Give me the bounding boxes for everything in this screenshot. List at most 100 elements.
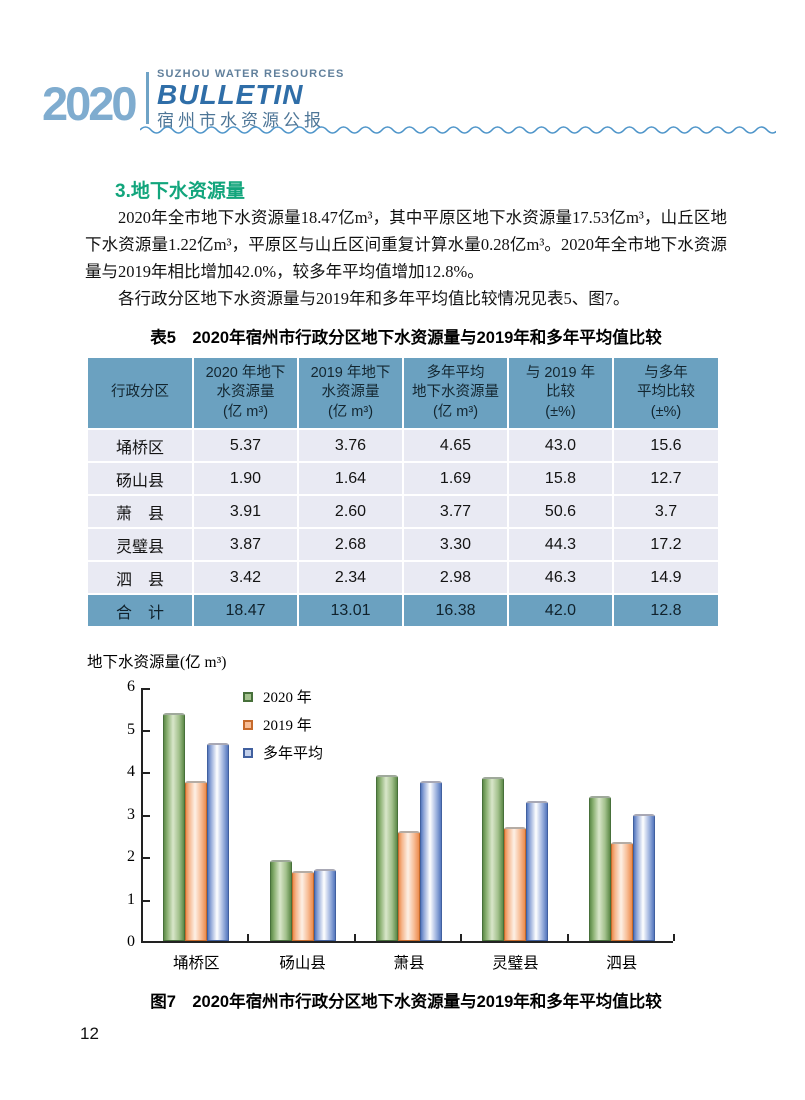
table-row: 埇桥区 5.37 3.76 4.65 43.0 15.6	[88, 428, 718, 463]
section-heading: 3.地下水资源量	[115, 181, 245, 202]
table-cell: 15.8	[507, 461, 614, 496]
bar-group	[249, 688, 355, 941]
page-number: 12	[80, 1024, 99, 1043]
total-cell: 12.8	[612, 593, 718, 628]
column-header: 多年平均 地下水资源量 (亿 m³)	[402, 356, 509, 430]
chart-bar	[504, 827, 527, 941]
y-tick-mark	[143, 688, 150, 690]
table-header: 行政分区 2020 年地下 水资源量 (亿 m³) 2019 年地下 水资源量 (亿…	[88, 356, 718, 430]
table-row: 萧 县 3.91 2.60 3.77 50.6 3.7	[88, 494, 718, 529]
y-tick-mark	[143, 899, 150, 902]
y-tick-label: 5	[127, 720, 135, 738]
total-cell: 13.01	[297, 593, 404, 628]
table-cell: 1.69	[402, 461, 509, 496]
y-tick-mark	[143, 857, 150, 859]
y-tick-label: 3	[127, 805, 135, 823]
chart-bar	[588, 795, 611, 941]
table-cell: 2.68	[297, 527, 404, 562]
table-cell: 3.7	[612, 494, 718, 529]
chart-bar	[375, 774, 398, 941]
x-category-label: 泗县	[606, 955, 638, 972]
legend-item: 2020 年	[243, 686, 323, 707]
chart-legend: 2020 年 2019 年多年平均	[243, 686, 323, 770]
table-row: 泗 县 3.42 2.34 2.98 46.3 14.9	[88, 560, 718, 595]
body-paragraph-1: 2020年全市地下水资源量18.47亿m³，其中平原区地下水资源量17.53亿m…	[85, 208, 727, 281]
bulletin-year: 2020	[42, 77, 138, 130]
table-cell: 3.42	[192, 560, 299, 595]
table-cell: 44.3	[507, 527, 614, 562]
x-tick-mark	[460, 934, 463, 941]
y-tick-label: 4	[127, 763, 135, 780]
header-divider	[146, 72, 149, 124]
column-header: 2020 年地下 水资源量 (亿 m³)	[192, 356, 299, 430]
header-title-zh: 宿州市水资源公报	[157, 111, 325, 130]
y-tick-label: 2	[127, 848, 135, 865]
table-caption: 表5 2020年宿州市行政分区地下水资源量与2019年和多年平均值比较	[150, 329, 662, 347]
table-cell: 2.98	[402, 560, 509, 595]
x-tick-mark	[673, 934, 675, 941]
table-cell: 12.7	[612, 461, 718, 496]
chart-bar	[185, 781, 208, 941]
row-label: 砀山县	[88, 461, 194, 496]
legend-swatch	[243, 691, 253, 702]
x-category-label: 灵璧县	[492, 955, 539, 972]
column-header: 行政分区	[88, 356, 194, 430]
table-cell: 15.6	[612, 428, 718, 463]
page-content: 3.地下水资源量 2020年全市地下水资源量18.47亿m³，其中平原区地下水资…	[85, 176, 727, 1012]
total-label: 合 计	[88, 593, 194, 628]
chart-bar	[397, 830, 420, 941]
table-row: 灵璧县 3.87 2.68 3.30 44.3 17.2	[88, 527, 718, 562]
table-total-row: 合 计 18.47 13.01 16.38 42.0 12.8	[88, 593, 718, 628]
y-tick-label: 0	[127, 933, 135, 950]
table-cell: 46.3	[507, 560, 614, 595]
table-cell: 3.76	[297, 428, 404, 463]
chart-plot-area: 0 1 2 3 4 5 6 埇桥区 砀山县 萧县 灵璧县 泗县	[127, 678, 675, 972]
y-tick-mark	[143, 772, 150, 774]
y-tick-mark	[143, 814, 150, 817]
chart-bar	[291, 871, 314, 941]
chart-bar	[632, 814, 655, 941]
x-category-label: 砀山县	[279, 955, 326, 972]
table-cell: 43.0	[507, 428, 614, 463]
total-cell: 18.47	[192, 593, 299, 628]
chart-bar	[419, 780, 442, 941]
x-tick-mark	[566, 934, 569, 941]
x-tick-mark	[247, 934, 250, 941]
y-tick-label: 6	[127, 678, 135, 695]
chart-bar	[163, 712, 186, 941]
legend-item: 多年平均	[243, 742, 323, 763]
groundwater-bar-chart: 地下水资源量(亿 m³) 2020 年 2019 年多年平均 0 1 2 3 4 5 6 埇桥区…	[85, 650, 727, 972]
figure-caption: 图7 2020年宿州市行政分区地下水资源量与2019年和多年平均值比较	[150, 993, 662, 1011]
legend-swatch	[243, 747, 253, 758]
bar-group	[569, 688, 675, 941]
legend-swatch	[243, 719, 253, 730]
table-cell: 3.91	[192, 494, 299, 529]
bar-group	[143, 688, 249, 941]
table-cell: 1.64	[297, 461, 404, 496]
chart-bar	[482, 776, 505, 941]
table-row: 砀山县 1.90 1.64 1.69 15.8 12.7	[88, 461, 718, 496]
row-label: 埇桥区	[88, 428, 194, 463]
bar-group	[462, 688, 568, 941]
groundwater-table: 行政分区 2020 年地下 水资源量 (亿 m³) 2019 年地下 水资源量 (亿…	[88, 356, 718, 628]
header-title-en: BULLETIN	[157, 79, 304, 110]
x-category-label: 萧县	[393, 955, 425, 972]
bulletin-header: 2020 SUZHOU WATER RESOURCES BULLETIN 宿州市…	[0, 0, 805, 150]
body-paragraph-2: 各行政分区地下水资源量与2019年和多年平均值比较情况见表5、图7。	[118, 289, 630, 308]
chart-bar	[313, 869, 336, 941]
chart-y-axis-label: 地下水资源量(亿 m³)	[87, 654, 227, 671]
legend-label: 2020 年	[263, 690, 312, 706]
x-tick-mark	[353, 934, 356, 941]
table-body: 埇桥区 5.37 3.76 4.65 43.0 15.6 砀山县 1.90 1.64 1.69 15…	[88, 428, 718, 628]
wave-line-decoration	[140, 126, 776, 134]
header-title-block: SUZHOU WATER RESOURCES BULLETIN 宿州市水资源公报	[157, 68, 345, 132]
table-cell: 14.9	[612, 560, 718, 595]
table-cell: 3.30	[402, 527, 509, 562]
table-cell: 1.90	[192, 461, 299, 496]
table-header-row: 行政分区 2020 年地下 水资源量 (亿 m³) 2019 年地下 水资源量 (亿…	[88, 356, 718, 430]
bar-group	[356, 688, 462, 941]
row-label: 灵璧县	[88, 527, 194, 562]
chart-bar	[610, 841, 633, 941]
row-label: 萧 县	[88, 494, 194, 529]
chart-bar	[526, 800, 549, 941]
